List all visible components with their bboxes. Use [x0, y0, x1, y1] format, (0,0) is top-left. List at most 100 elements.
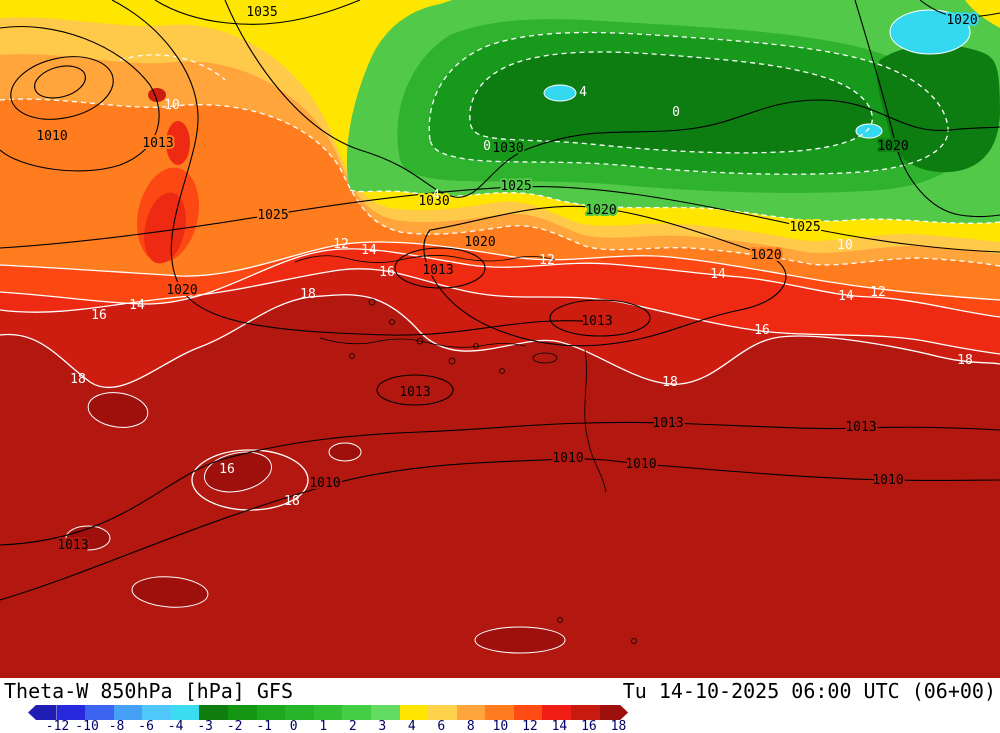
colorbar-tick-label: 12 [522, 719, 538, 733]
theta-0-loop [428, 31, 949, 175]
cyan-cold-pocket [543, 84, 577, 102]
colorbar-tick-label: 10 [492, 719, 509, 733]
isobar-label: 1010 [872, 473, 903, 488]
colorbar-cell [542, 705, 571, 720]
isobar-label: 1013 [422, 263, 453, 278]
colorbar-cell [285, 705, 314, 720]
colorbar-cell [256, 705, 286, 720]
colorbar-cell [456, 705, 486, 720]
isobar-1020-loop [423, 205, 787, 347]
isobar-label: 1020 [750, 248, 781, 263]
theta-w-label: 12 [870, 285, 886, 300]
theta-w-label: 14 [129, 298, 145, 313]
isobar-1013-south [0, 421, 1000, 546]
isobar-label: 1010 [552, 451, 583, 466]
isobar-1013-loop [376, 374, 454, 406]
theta-w-label: 18 [662, 375, 678, 390]
colorbar-tick-label: -1 [256, 719, 273, 733]
isobar-label: 1030 [492, 141, 523, 156]
isobar-1035 [154, 0, 361, 25]
theta-w-label: 14 [710, 267, 726, 282]
isobar-label: 1020 [946, 13, 977, 28]
isobar-1030 [224, 0, 1000, 198]
isobar-label: 1013 [845, 420, 876, 435]
theta-w-color-field [0, 0, 1000, 654]
titlebar: Theta-W 850hPa [hPa] GFS Tu 14-10-2025 0… [0, 680, 1000, 703]
colorbar-tick-label: -4 [167, 719, 184, 733]
isobar-label: 1025 [257, 208, 288, 223]
theta-w-label: 14 [838, 289, 854, 304]
isobar-label: 1013 [399, 385, 430, 400]
isobar-1020-corner [919, 0, 1000, 18]
theta-w-label: 16 [91, 308, 107, 323]
colorbar-legend [28, 705, 629, 720]
theta-neg-loop [469, 51, 873, 154]
chart-title: Theta-W 850hPa [hPa] GFS [4, 679, 293, 703]
colorbar-tick-label: 14 [551, 719, 568, 733]
chart-timestamp: Tu 14-10-2025 06:00 UTC (06+00) [622, 679, 996, 703]
theta-w-label: 4 [432, 188, 440, 203]
isobar-1013-nw [0, 25, 160, 172]
theta-w-label: 4 [579, 85, 587, 100]
theta-w-label: 18 [300, 287, 316, 302]
isobar-1020-west [111, 0, 601, 336]
chart-footer: Theta-W 850hPa [hPa] GFS Tu 14-10-2025 0… [0, 678, 1000, 733]
colorbar-tick-label: -8 [108, 719, 125, 733]
isobar-1020-ne [854, 0, 1000, 218]
isobar-label: 1025 [789, 220, 820, 235]
colorbar-cell [113, 705, 143, 720]
colorbar-tick-label: 0 [289, 719, 298, 733]
theta-w-label: 18 [284, 494, 300, 509]
green-dark-east [876, 44, 1000, 173]
isobar-label: 1030 [418, 194, 449, 209]
colorbar-tick-label: 6 [437, 719, 446, 733]
colorbar-cell [342, 705, 371, 720]
isobar-label: 1010 [36, 129, 67, 144]
colorbar-tick-label: -2 [226, 719, 243, 733]
isobar-label: 1010 [309, 476, 340, 491]
theta-w-label: 16 [754, 323, 770, 338]
theta-w-label: 10 [164, 98, 180, 113]
isobar-labels-group: 1010 101310351030103010251025102510201020… [34, 3, 979, 555]
colorbar-cell [85, 705, 114, 720]
theta-16-line [0, 268, 1000, 355]
colorbar-cell [228, 705, 257, 720]
colorbar-tick-labels: -12 -10 -8 -6 -4 -3 -2 -1 0 1 2 3 4 6 8 10 12 14 16 18 [28, 720, 648, 733]
green-dark [469, 52, 873, 153]
theta-w-label: 10 [837, 238, 853, 253]
colorbar-tick-label: -3 [197, 719, 213, 733]
theta-w-label: 16 [379, 265, 395, 280]
colorbar-tick-label: -6 [138, 719, 154, 733]
isobar-contours [0, 0, 1000, 601]
corner-yellow-sliver [965, 0, 1000, 28]
colorbar-tick-label: 8 [466, 719, 475, 733]
colorbar-cell [56, 705, 86, 720]
theta-12-line [0, 241, 1000, 301]
south-warm-pockets [65, 392, 566, 654]
isobar-label: 1020 [877, 139, 908, 154]
colorbar-cell [428, 705, 457, 720]
colorbar-cell [370, 705, 400, 720]
nw-red-pockets [137, 88, 199, 264]
isobar-label: 1020 [585, 203, 616, 218]
colorbar-cell [28, 705, 57, 720]
isobar-label: 1013 [142, 136, 173, 151]
colorbar-tick-label: -10 [75, 719, 99, 733]
theta-10-line [0, 98, 1000, 267]
isobar-label: 1013 [57, 538, 88, 553]
colorbar-tick-label: -12 [45, 719, 70, 733]
isobar-label: 1013 [581, 314, 612, 329]
colorbar-cell [170, 705, 200, 720]
colorbar-tick-label: 16 [581, 719, 597, 733]
theta-w-label: 18 [957, 353, 973, 368]
isobar-label: 1010 [625, 457, 656, 472]
colorbar-cell [142, 705, 171, 720]
theta-w-label: 14 [361, 243, 377, 258]
theta-w-label: 16 [219, 462, 235, 477]
isobar-label: 1025 [500, 179, 531, 194]
theta-14-line [0, 248, 1000, 318]
colorbar-tick-label: 18 [610, 719, 627, 733]
isobar-label: 1020 [464, 235, 495, 250]
